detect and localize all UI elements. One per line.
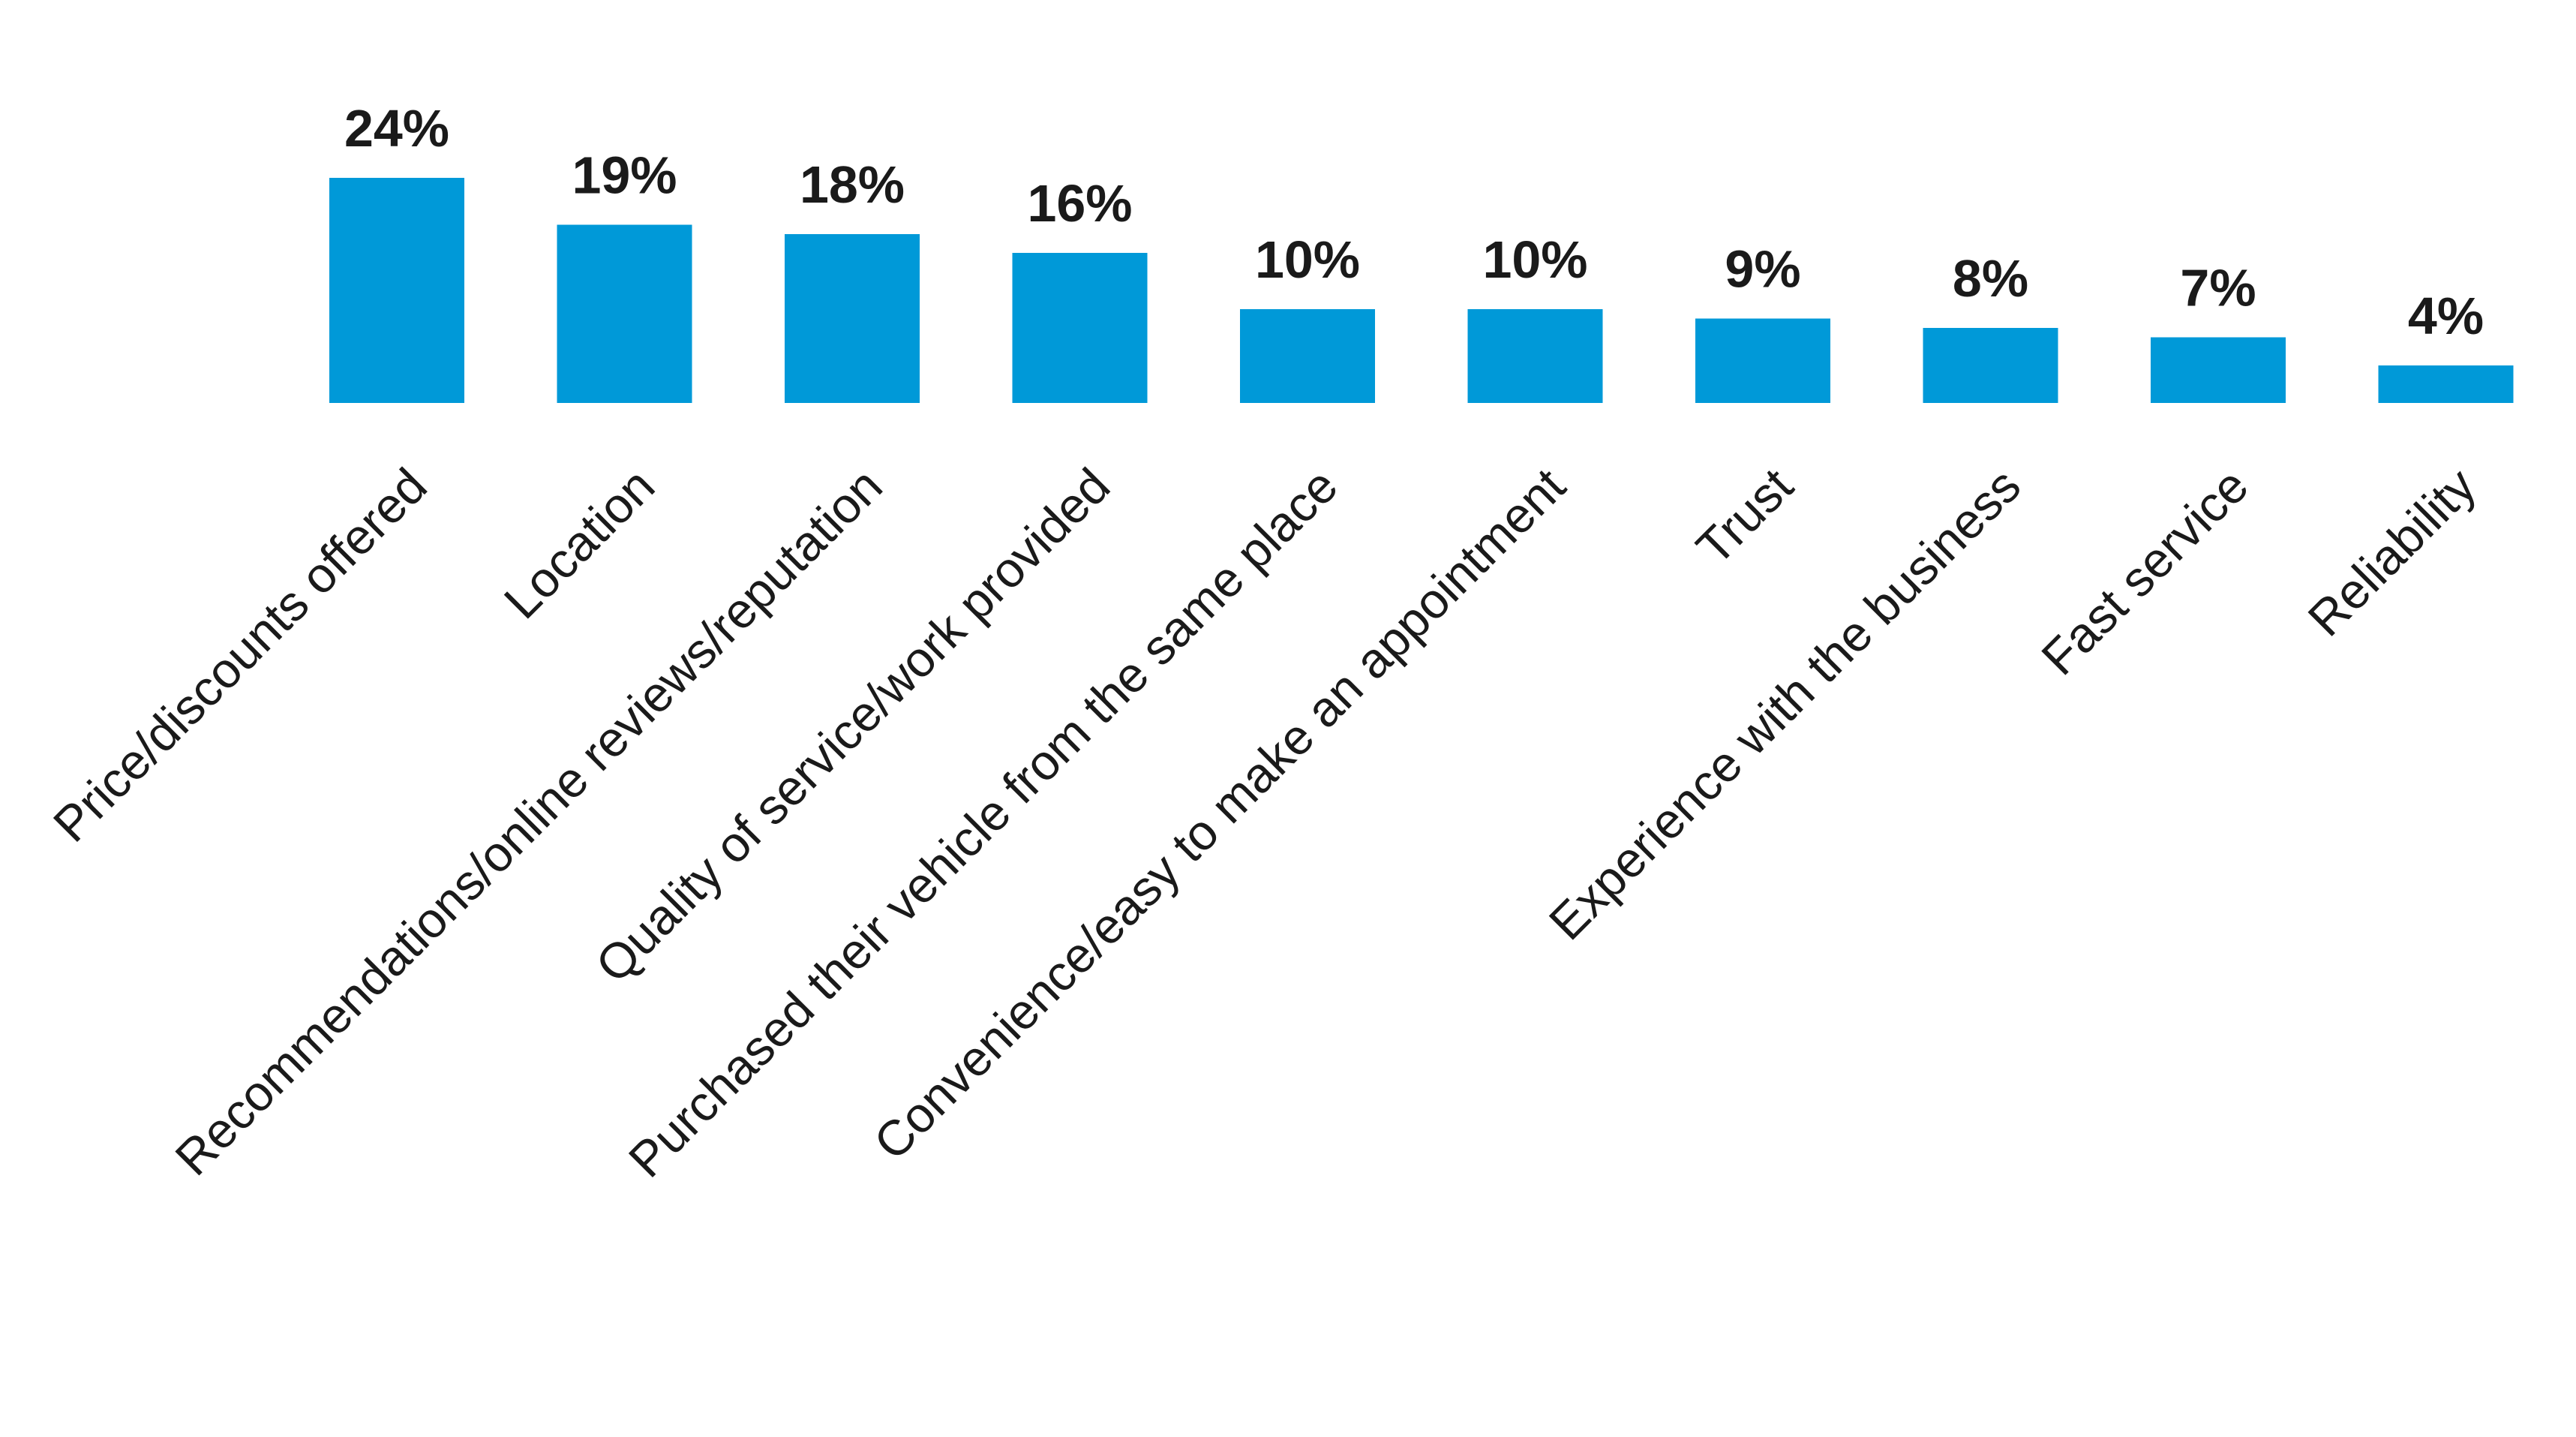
category-label: Trust	[1686, 458, 1803, 576]
bar	[2151, 337, 2286, 403]
bar-value-label: 10%	[1482, 230, 1587, 289]
bar-value-label: 7%	[2180, 259, 2256, 317]
category-label: Reliability	[2297, 458, 2486, 647]
bar	[557, 224, 692, 403]
bar	[1467, 309, 1603, 403]
bar-value-label: 10%	[1255, 230, 1360, 289]
bar	[1695, 318, 1830, 403]
bar	[2378, 365, 2514, 403]
category-label: Price/discounts offered	[43, 458, 437, 852]
category-label: Experience with the business	[1539, 458, 2031, 951]
bar	[329, 178, 464, 403]
bar	[1012, 253, 1148, 403]
category-labels-group: Price/discounts offered LocationRecommend…	[43, 458, 2487, 1188]
bar	[785, 234, 920, 403]
bar-value-label: 24%	[344, 99, 449, 158]
bar-value-label: 19%	[572, 146, 677, 205]
value-labels-group: 24% 19% 18% 16% 10% 10% 9% 8% 7% 4%	[344, 99, 2484, 345]
bar-value-label: 4%	[2408, 287, 2484, 345]
bar	[1240, 309, 1375, 403]
bar-value-label: 16%	[1027, 174, 1132, 233]
category-label: Location	[494, 458, 665, 630]
category-label: Fast service	[2031, 458, 2259, 686]
bars-group	[329, 178, 2514, 403]
bar	[1923, 328, 2058, 403]
bar-value-label: 18%	[800, 155, 905, 214]
bar-value-label: 8%	[1953, 249, 2028, 308]
bar-value-label: 9%	[1725, 240, 1800, 299]
